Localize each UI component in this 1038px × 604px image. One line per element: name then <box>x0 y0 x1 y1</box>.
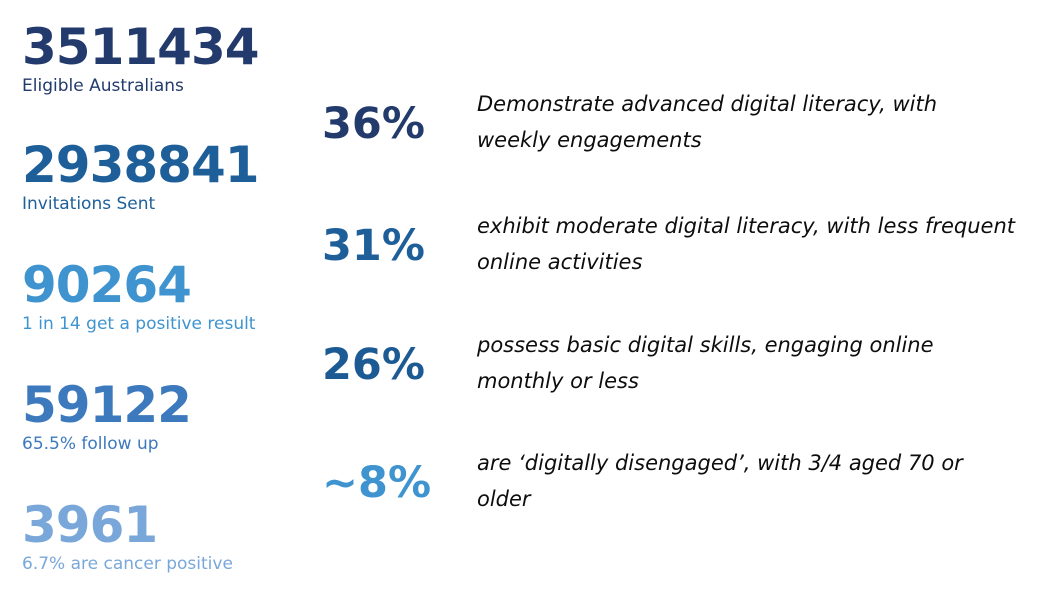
stat-label: Invitations Sent <box>22 194 156 214</box>
stat-invitations-sent: 2938841 Invitations Sent <box>22 136 260 214</box>
digital-literacy-breakdown: 36% Demonstrate advanced digital literac… <box>322 0 1022 604</box>
stat-value: 59122 <box>22 376 192 434</box>
literacy-row-basic: 26% possess basic digital skills, engagi… <box>322 325 1022 405</box>
literacy-description: possess basic digital skills, engaging o… <box>477 333 934 393</box>
literacy-description: Demonstrate advanced digital literacy, w… <box>477 92 938 152</box>
stat-eligible-australians: 3511434 Eligible Australians <box>22 18 260 96</box>
stat-cancer-positive: 3961 6.7% are cancer positive <box>22 496 233 574</box>
literacy-description: are ‘digitally disengaged’, with 3/4 age… <box>477 451 963 511</box>
literacy-row-moderate: 31% exhibit moderate digital literacy, w… <box>322 206 1022 286</box>
stat-value: 2938841 <box>22 136 260 194</box>
stat-value: 90264 <box>22 256 192 314</box>
stat-label: Eligible Australians <box>22 76 184 96</box>
stat-follow-up: 59122 65.5% follow up <box>22 376 192 454</box>
stat-value: 3511434 <box>22 18 260 76</box>
stat-positive-results: 90264 1 in 14 get a positive result <box>22 256 255 334</box>
stat-label: 6.7% are cancer positive <box>22 554 233 574</box>
literacy-row-disengaged: ~8% are ‘digitally disengaged’, with 3/4… <box>322 443 1022 523</box>
stat-label: 1 in 14 get a positive result <box>22 314 256 334</box>
stat-value: 3961 <box>22 496 158 554</box>
literacy-percent: ~8% <box>322 458 432 508</box>
literacy-row-advanced: 36% Demonstrate advanced digital literac… <box>322 84 1022 164</box>
literacy-percent: 36% <box>322 99 425 149</box>
stat-label: 65.5% follow up <box>22 434 159 454</box>
literacy-percent: 26% <box>322 340 425 390</box>
literacy-description: exhibit moderate digital literacy, with … <box>477 214 1016 274</box>
literacy-percent: 31% <box>322 221 425 271</box>
